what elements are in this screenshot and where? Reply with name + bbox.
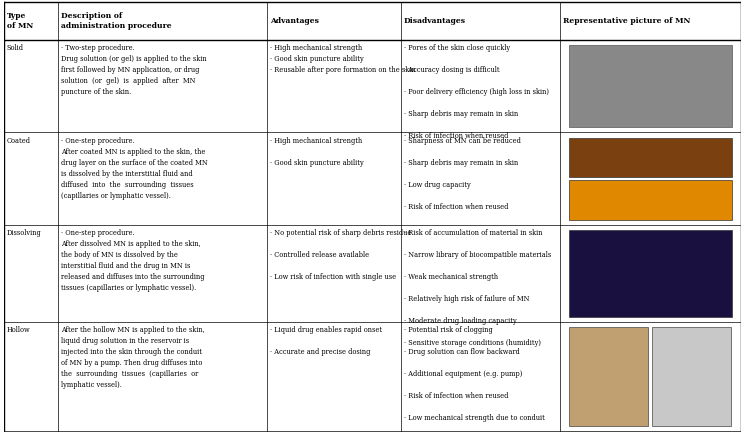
Text: Disadvantages: Disadvantages xyxy=(404,17,466,25)
Text: Description of
administration procedure: Description of administration procedure xyxy=(61,12,172,29)
Bar xyxy=(569,327,648,426)
Text: · Liquid drug enables rapid onset

· Accurate and precise dosing: · Liquid drug enables rapid onset · Accu… xyxy=(269,326,382,356)
Bar xyxy=(569,230,732,317)
Bar xyxy=(569,138,732,178)
Text: Coated: Coated xyxy=(7,137,30,145)
Text: After the hollow MN is applied to the skin,
liquid drug solution in the reservoi: After the hollow MN is applied to the sk… xyxy=(61,326,205,389)
Text: · Risk of accumulation of material in skin

· Narrow library of biocompatible ma: · Risk of accumulation of material in sk… xyxy=(404,229,551,347)
Bar xyxy=(651,327,731,426)
Text: Hollow: Hollow xyxy=(7,326,30,334)
Text: Dissolving: Dissolving xyxy=(7,229,42,237)
Text: Type
of MN: Type of MN xyxy=(7,12,33,29)
Text: · One-step procedure.
After dissolved MN is applied to the skin,
the body of MN : · One-step procedure. After dissolved MN… xyxy=(61,229,205,292)
Bar xyxy=(569,45,732,127)
Bar xyxy=(569,180,732,220)
Text: Advantages: Advantages xyxy=(269,17,319,25)
Text: Representative picture of MN: Representative picture of MN xyxy=(563,17,690,25)
Text: · Sharpness of MN can be reduced

· Sharp debris may remain in skin

· Low drug : · Sharpness of MN can be reduced · Sharp… xyxy=(404,137,521,211)
Text: · Pores of the skin close quickly

· Accuracy dosing is difficult

· Poor delive: · Pores of the skin close quickly · Accu… xyxy=(404,44,549,140)
Text: · High mechanical strength
· Good skin puncture ability
· Reusable after pore fo: · High mechanical strength · Good skin p… xyxy=(269,44,416,74)
Text: · One-step procedure.
After coated MN is applied to the skin, the
drug layer on : · One-step procedure. After coated MN is… xyxy=(61,137,208,200)
Text: Solid: Solid xyxy=(7,44,24,52)
Text: · High mechanical strength

· Good skin puncture ability: · High mechanical strength · Good skin p… xyxy=(269,137,364,167)
Text: · Two-step procedure.
Drug solution (or gel) is applied to the skin
first follow: · Two-step procedure. Drug solution (or … xyxy=(61,44,207,96)
Text: · No potential risk of sharp debris residue

· Controlled release available

· L: · No potential risk of sharp debris resi… xyxy=(269,229,411,281)
Text: · Potential risk of clogging

· Drug solution can flow backward

· Additional eq: · Potential risk of clogging · Drug solu… xyxy=(404,326,545,423)
